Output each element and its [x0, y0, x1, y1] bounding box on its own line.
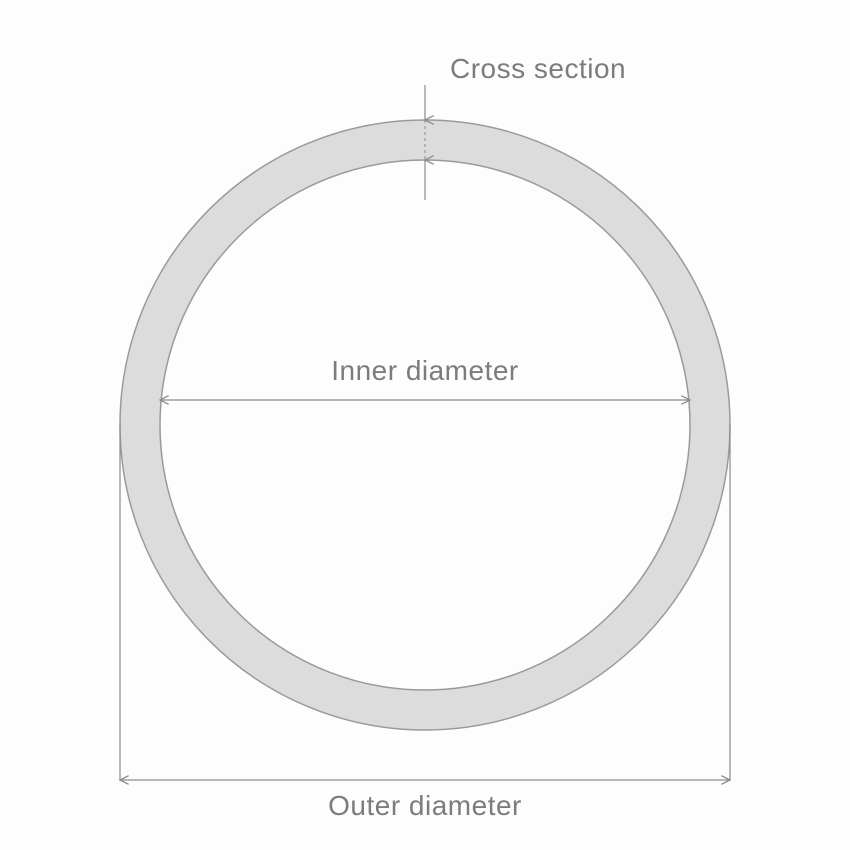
ring-shape [120, 120, 730, 730]
cross-section-label: Cross section [450, 53, 626, 84]
ring-inner-edge [160, 160, 690, 690]
ring-fill [120, 120, 730, 730]
ring-dimension-diagram: Outer diameter Inner diameter Cross sect… [0, 0, 850, 850]
inner-diameter-label: Inner diameter [331, 355, 519, 386]
outer-diameter-label: Outer diameter [328, 790, 522, 821]
